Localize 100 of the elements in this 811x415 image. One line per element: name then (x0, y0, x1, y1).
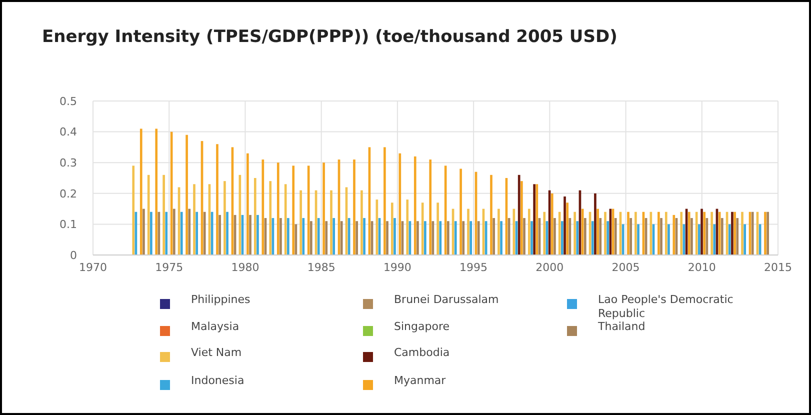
bar (454, 221, 457, 255)
legend-label: Brunei Darussalam (394, 292, 499, 306)
bar (700, 208, 703, 255)
x-tick-label: 2005 (612, 261, 640, 274)
bar (528, 208, 530, 255)
bar (439, 221, 442, 255)
x-tick-label: 1985 (307, 261, 336, 274)
bar (162, 174, 165, 255)
bar (165, 212, 168, 255)
bar (498, 208, 500, 255)
bar (330, 190, 332, 255)
bar (180, 212, 183, 255)
y-tick-label: 0.1 (60, 218, 77, 232)
bar (246, 153, 249, 255)
bar (492, 218, 495, 255)
bar (302, 218, 305, 255)
bar (360, 190, 363, 255)
bar (390, 202, 394, 255)
bar (462, 221, 465, 255)
x-tick-label: 1980 (231, 261, 260, 274)
bar (186, 134, 188, 255)
bar (731, 212, 734, 255)
bar (424, 221, 426, 255)
legend-label: Cambodia (394, 346, 450, 359)
legend-label: Viet Nam (191, 346, 242, 359)
x-tick-label: 1990 (383, 261, 412, 274)
bar (594, 193, 596, 255)
bar (660, 218, 662, 255)
bar (720, 218, 724, 255)
legend-label: Malaysia (191, 320, 240, 333)
bar (292, 166, 295, 255)
bar (703, 212, 706, 255)
bar (224, 181, 226, 255)
bar (140, 128, 142, 255)
bar (470, 221, 472, 255)
bar (690, 218, 693, 255)
bar (664, 212, 668, 255)
bar (155, 128, 158, 255)
x-tick-label: 2015 (764, 261, 792, 274)
bar (203, 212, 206, 255)
bar (269, 181, 272, 255)
legend-label: Indonesia (191, 374, 244, 387)
bar (500, 221, 502, 255)
bar (564, 196, 566, 255)
bar (574, 212, 576, 255)
bar (317, 218, 320, 255)
bar (262, 160, 264, 255)
bar (384, 147, 386, 255)
bar (477, 221, 480, 255)
bar (550, 193, 554, 255)
bar (406, 200, 409, 255)
bar (561, 221, 564, 255)
legend-label: Philippines (191, 292, 251, 306)
legend-label: Singapore (394, 320, 450, 333)
legend-label: Lao People's Democratic Republic (598, 292, 734, 320)
bar (668, 224, 670, 255)
y-tick-label: 0.4 (60, 126, 77, 139)
bar (150, 212, 152, 255)
bar (467, 208, 470, 255)
bar (193, 184, 196, 255)
bar (630, 218, 632, 255)
bar (356, 221, 358, 255)
bar (300, 190, 302, 255)
bar (460, 168, 462, 255)
legend-label: Myanmar (394, 374, 446, 387)
bar (398, 153, 402, 255)
bar (658, 212, 660, 255)
bar (614, 218, 617, 255)
bar (414, 156, 416, 255)
bar (280, 218, 282, 255)
bar (218, 214, 221, 255)
y-tick-label: 0.5 (60, 94, 77, 108)
bar (310, 221, 312, 255)
bar (766, 212, 769, 255)
bar (751, 212, 754, 255)
bar (576, 221, 579, 255)
bar (196, 212, 198, 255)
bar (226, 212, 228, 255)
bar (287, 218, 290, 255)
bar (599, 218, 602, 255)
bar (584, 218, 586, 255)
bar (520, 181, 523, 255)
bar (713, 224, 716, 255)
bar (386, 221, 388, 255)
bar (216, 144, 218, 255)
bar (734, 212, 736, 255)
bar (353, 160, 356, 255)
x-tick-label: 1975 (155, 261, 184, 274)
bar (637, 224, 640, 255)
bar (530, 221, 533, 255)
bar (322, 162, 325, 255)
y-tick-label: 0.2 (60, 187, 77, 200)
bar (688, 212, 690, 255)
bar (536, 184, 538, 255)
bar (741, 212, 744, 255)
bar (634, 212, 637, 255)
bar (533, 184, 536, 255)
bar (627, 212, 630, 255)
bar (518, 174, 520, 255)
bar (672, 214, 676, 255)
